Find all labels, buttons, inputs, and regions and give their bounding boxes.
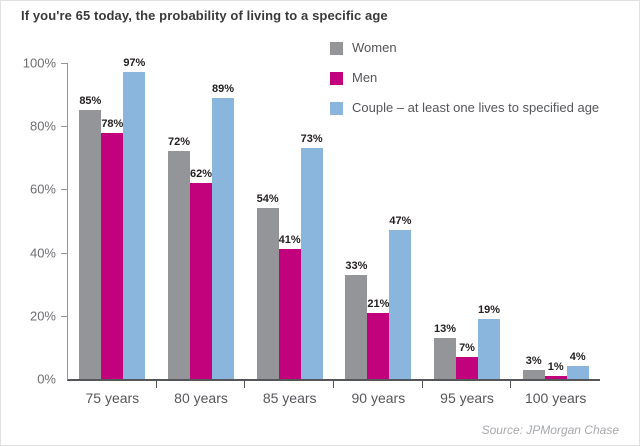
legend: Women Men Couple – at least one lives to s… bbox=[330, 41, 599, 115]
bar-value-label: 72% bbox=[167, 136, 191, 149]
bar-couple-85-years: 73% bbox=[301, 133, 323, 379]
y-tick-label: 60% bbox=[29, 181, 56, 197]
bar-value-label: 85% bbox=[79, 95, 102, 108]
x-tick-label: 80 years bbox=[174, 390, 228, 406]
x-tick-label: 90 years bbox=[351, 390, 406, 406]
bar-groups: 85% 78% 97% 75 years 72% 62% 89% 80 years 54% 41%… bbox=[68, 57, 600, 406]
x-tick-label: 75 years bbox=[85, 390, 140, 406]
legend-label: Women bbox=[352, 40, 397, 55]
bar-men-100-years: 1% bbox=[544, 361, 567, 379]
legend-item-women: Women bbox=[330, 41, 599, 55]
bar-value-label: 21% bbox=[367, 297, 390, 310]
y-tick-mark bbox=[61, 252, 67, 254]
legend-swatch-icon bbox=[330, 101, 343, 115]
source-credit: Source: JPMorgan Chase bbox=[481, 423, 619, 437]
plot-area: 85% 78% 97% 75 years 72% 62% 89% 80 years 54% 41%… bbox=[23, 57, 600, 406]
bar-value-label: 78% bbox=[101, 117, 124, 130]
x-axis-tick-mark bbox=[510, 381, 512, 388]
bar-value-label: 19% bbox=[478, 303, 501, 316]
y-tick-label: 100% bbox=[22, 55, 56, 71]
bar-value-label: 97% bbox=[123, 57, 146, 70]
y-tick-mark bbox=[61, 126, 67, 128]
bar-women-90-years: 33% bbox=[345, 260, 367, 379]
bar-couple-90-years: 47% bbox=[389, 215, 411, 379]
bar-group-85-years: 54% 41% 73% 85 years bbox=[245, 63, 335, 406]
bar-value-label: 89% bbox=[211, 82, 235, 95]
y-tick-label: 40% bbox=[29, 245, 56, 261]
bar-group-90-years: 33% 21% 47% 90 years bbox=[334, 63, 423, 406]
bar-group-95-years: 13% 7% 19% 95 years bbox=[423, 63, 512, 406]
x-tick-label: 85 years bbox=[262, 390, 317, 406]
x-tick-label: 95 years bbox=[440, 390, 494, 406]
bar-women-95-years: 13% bbox=[434, 323, 456, 379]
bar-group-75-years: 85% 78% 97% 75 years bbox=[68, 57, 157, 406]
y-tick-label: 80% bbox=[29, 118, 56, 134]
bar-group-100-years: 3% 1% 4% 100 years bbox=[511, 63, 600, 406]
bar-women-100-years: 3% bbox=[522, 355, 545, 379]
y-tick-label: 20% bbox=[29, 308, 56, 324]
bar-couple-80-years: 89% bbox=[212, 83, 234, 379]
bar-value-label: 13% bbox=[434, 322, 457, 335]
bar-group-80-years: 72% 62% 89% 80 years bbox=[157, 63, 246, 406]
chart-title: If you're 65 today, the probability of l… bbox=[21, 8, 388, 23]
bar-value-label: 41% bbox=[278, 234, 301, 247]
y-tick-mark bbox=[61, 63, 67, 64]
x-tick-label: 100 years bbox=[524, 390, 587, 406]
bar-value-label: 7% bbox=[459, 341, 475, 354]
legend-label: Men bbox=[352, 70, 378, 85]
bar-value-label: 73% bbox=[300, 133, 323, 146]
bar-men-80-years: 62% bbox=[190, 168, 212, 379]
legend-swatch-icon bbox=[330, 41, 343, 55]
legend-label: Couple – at least one lives to specified… bbox=[352, 100, 600, 115]
bar-value-label: 1% bbox=[547, 360, 564, 373]
bar-women-85-years: 54% bbox=[257, 193, 279, 379]
bar-women-80-years: 72% bbox=[168, 136, 190, 379]
y-tick-mark bbox=[61, 315, 67, 317]
y-tick-mark bbox=[61, 189, 67, 191]
bar-men-90-years: 21% bbox=[367, 298, 389, 379]
bar-couple-95-years: 19% bbox=[478, 304, 500, 379]
bar-couple-75-years: 97% bbox=[123, 57, 145, 379]
bar-value-label: 62% bbox=[189, 168, 213, 181]
x-axis-tick-mark bbox=[421, 381, 423, 388]
bar-value-label: 4% bbox=[569, 351, 586, 364]
legend-swatch-icon bbox=[330, 71, 343, 85]
legend-item-couple: Couple – at least one lives to specified… bbox=[330, 101, 599, 115]
y-tick-label: 0% bbox=[37, 371, 56, 387]
bar-value-label: 33% bbox=[345, 259, 368, 272]
bar-couple-100-years: 4% bbox=[566, 351, 589, 379]
x-axis-tick-mark bbox=[333, 381, 335, 388]
bar-men-95-years: 7% bbox=[456, 342, 479, 379]
bar-value-label: 3% bbox=[525, 354, 542, 367]
bar-men-85-years: 41% bbox=[279, 234, 301, 379]
legend-item-men: Men bbox=[330, 71, 599, 85]
x-axis-tick-mark bbox=[155, 381, 157, 388]
bar-value-label: 54% bbox=[256, 193, 279, 206]
x-axis-tick-mark bbox=[244, 381, 246, 388]
bar-women-75-years: 85% bbox=[79, 95, 101, 379]
bar-value-label: 47% bbox=[389, 215, 412, 228]
bar-men-75-years: 78% bbox=[101, 118, 123, 379]
